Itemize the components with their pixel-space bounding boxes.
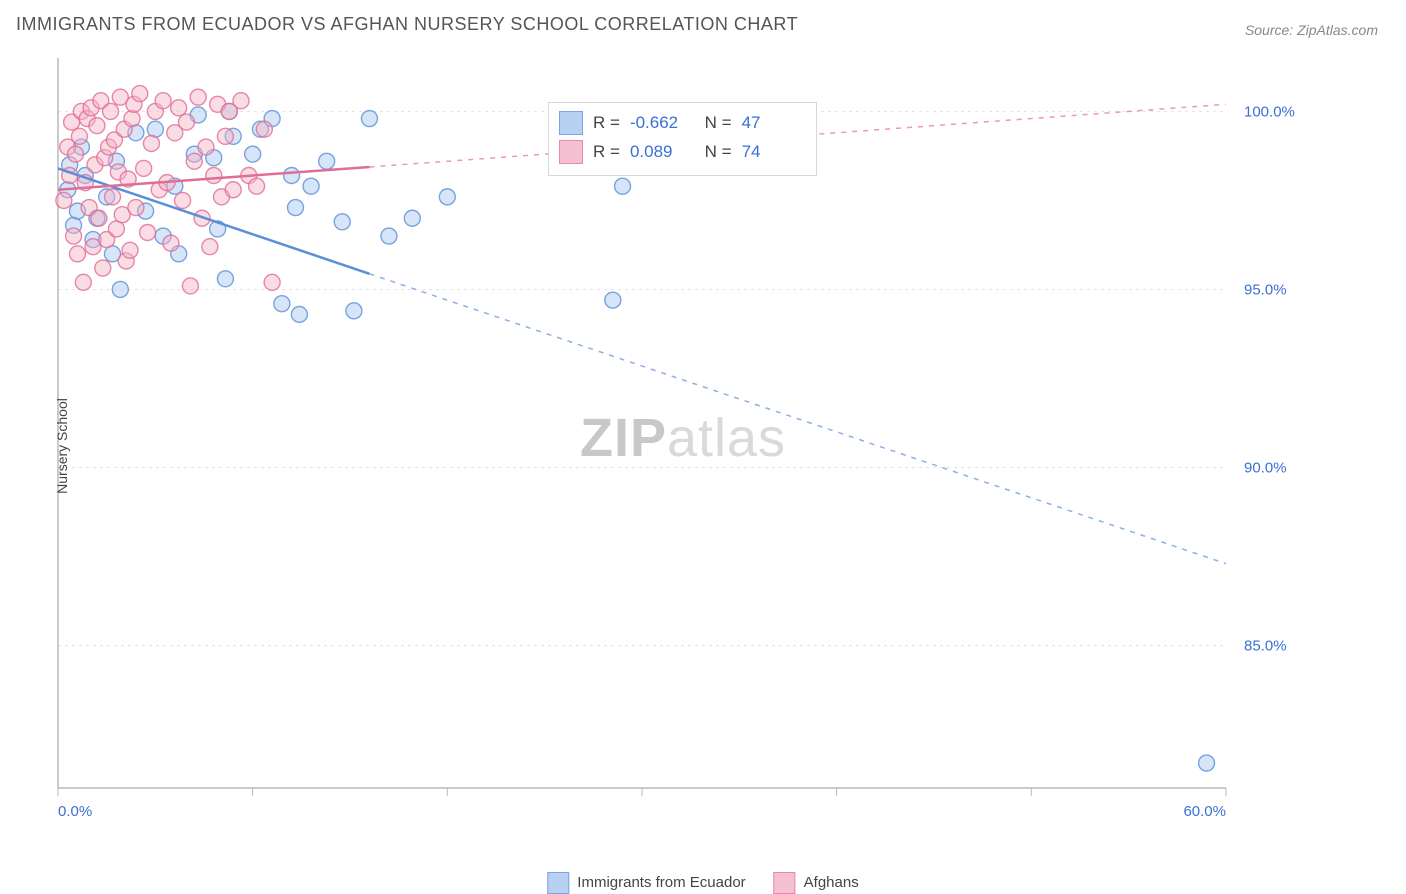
- point-afghans: [225, 182, 241, 198]
- point-afghans: [68, 146, 84, 162]
- point-afghans: [71, 128, 87, 144]
- point-ecuador: [605, 292, 621, 308]
- point-ecuador: [439, 189, 455, 205]
- point-ecuador: [303, 178, 319, 194]
- stat-r-label: R =: [593, 138, 620, 167]
- point-afghans: [155, 93, 171, 109]
- point-ecuador: [1199, 755, 1215, 771]
- legend-swatch: [774, 872, 796, 894]
- legend-item-afghans: Afghans: [774, 872, 859, 894]
- point-afghans: [91, 210, 107, 226]
- point-afghans: [206, 168, 222, 184]
- point-ecuador: [147, 121, 163, 137]
- y-tick-label: 85.0%: [1244, 638, 1287, 655]
- point-ecuador: [217, 271, 233, 287]
- point-afghans: [136, 160, 152, 176]
- point-ecuador: [291, 306, 307, 322]
- point-afghans: [249, 178, 265, 194]
- point-afghans: [132, 86, 148, 102]
- scatter-plot: 85.0%90.0%95.0%100.0%0.0%60.0% ZIPatlas …: [48, 48, 1318, 828]
- point-afghans: [233, 93, 249, 109]
- point-afghans: [128, 200, 144, 216]
- point-afghans: [264, 274, 280, 290]
- point-afghans: [175, 192, 191, 208]
- point-afghans: [163, 235, 179, 251]
- trend-ecuador-dashed: [369, 274, 1226, 564]
- point-ecuador: [346, 303, 362, 319]
- point-ecuador: [615, 178, 631, 194]
- stat-n-value: 47: [742, 109, 802, 138]
- legend-item-ecuador: Immigrants from Ecuador: [547, 872, 745, 894]
- stat-r-label: R =: [593, 109, 620, 138]
- y-axis-label: Nursery School: [54, 398, 70, 494]
- point-ecuador: [287, 200, 303, 216]
- point-afghans: [69, 246, 85, 262]
- stat-n-label: N =: [700, 109, 732, 138]
- point-afghans: [140, 224, 156, 240]
- stats-row-ecuador: R = -0.662 N = 47: [559, 109, 802, 138]
- point-afghans: [66, 228, 82, 244]
- y-tick-label: 90.0%: [1244, 460, 1287, 477]
- point-ecuador: [334, 214, 350, 230]
- y-tick-label: 95.0%: [1244, 281, 1287, 298]
- x-tick-label: 0.0%: [58, 803, 92, 820]
- legend-swatch: [559, 140, 583, 164]
- point-afghans: [217, 128, 233, 144]
- point-ecuador: [319, 153, 335, 169]
- point-afghans: [202, 239, 218, 255]
- point-afghans: [171, 100, 187, 116]
- point-ecuador: [381, 228, 397, 244]
- point-ecuador: [361, 111, 377, 127]
- point-afghans: [95, 260, 111, 276]
- stat-r-value: -0.662: [630, 109, 690, 138]
- point-ecuador: [284, 168, 300, 184]
- legend-label: Afghans: [804, 874, 859, 891]
- point-afghans: [122, 242, 138, 258]
- chart-title: IMMIGRANTS FROM ECUADOR VS AFGHAN NURSER…: [16, 14, 798, 35]
- legend-swatch: [547, 872, 569, 894]
- stats-legend: R = -0.662 N = 47R = 0.089 N = 74: [548, 102, 817, 176]
- source-label: Source: ZipAtlas.com: [1245, 22, 1378, 38]
- point-afghans: [89, 118, 105, 134]
- y-tick-label: 100.0%: [1244, 103, 1295, 120]
- point-afghans: [103, 103, 119, 119]
- legend-label: Immigrants from Ecuador: [577, 874, 745, 891]
- point-afghans: [105, 189, 121, 205]
- point-afghans: [190, 89, 206, 105]
- point-afghans: [56, 192, 72, 208]
- point-ecuador: [274, 296, 290, 312]
- bottom-legend: Immigrants from Ecuador Afghans: [547, 872, 858, 894]
- x-tick-label: 60.0%: [1183, 803, 1226, 820]
- point-afghans: [178, 114, 194, 130]
- stat-n-value: 74: [742, 138, 802, 167]
- stat-r-value: 0.089: [630, 138, 690, 167]
- legend-swatch: [559, 111, 583, 135]
- stat-n-label: N =: [700, 138, 732, 167]
- point-afghans: [124, 111, 140, 127]
- point-afghans: [182, 278, 198, 294]
- point-afghans: [75, 274, 91, 290]
- point-ecuador: [245, 146, 261, 162]
- point-ecuador: [404, 210, 420, 226]
- point-afghans: [256, 121, 272, 137]
- point-afghans: [143, 135, 159, 151]
- stats-row-afghans: R = 0.089 N = 74: [559, 138, 802, 167]
- point-afghans: [186, 153, 202, 169]
- point-ecuador: [112, 281, 128, 297]
- point-afghans: [198, 139, 214, 155]
